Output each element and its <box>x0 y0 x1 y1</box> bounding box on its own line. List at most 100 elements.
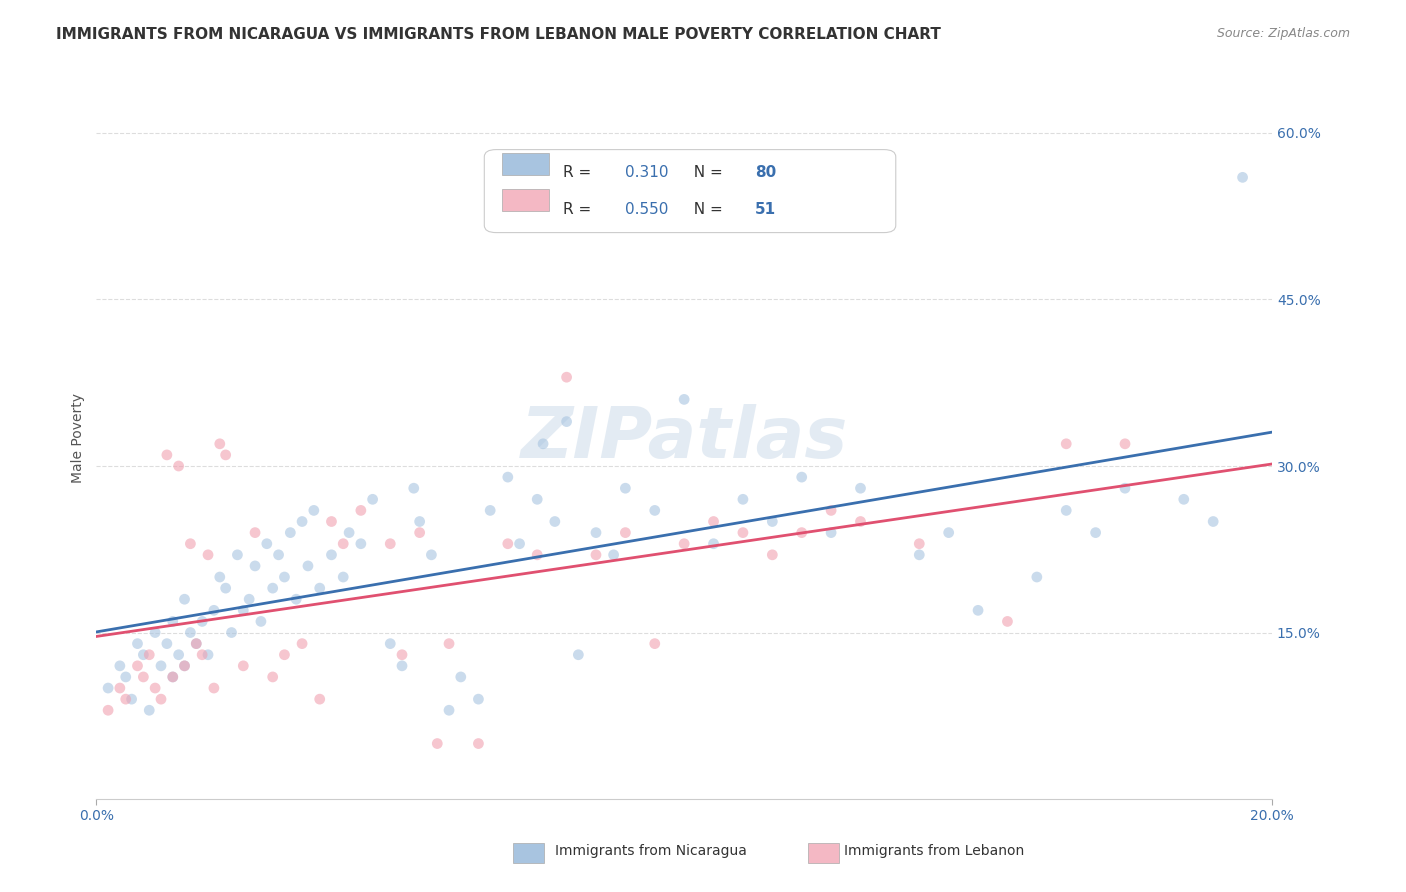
Point <box>332 537 354 551</box>
Point <box>208 570 231 584</box>
Text: IMMIGRANTS FROM NICARAGUA VS IMMIGRANTS FROM LEBANON MALE POVERTY CORRELATION CH: IMMIGRANTS FROM NICARAGUA VS IMMIGRANTS … <box>56 27 941 42</box>
Point <box>361 492 384 507</box>
Point <box>162 670 184 684</box>
Point <box>321 515 343 529</box>
Text: N =: N = <box>685 166 728 180</box>
Point <box>1025 570 1047 584</box>
Point <box>173 592 195 607</box>
Point <box>191 648 214 662</box>
Point <box>273 648 295 662</box>
Text: 0.550: 0.550 <box>626 202 669 217</box>
Point <box>156 637 179 651</box>
Point <box>544 515 567 529</box>
Point <box>380 637 402 651</box>
Point <box>1232 170 1254 185</box>
Point <box>391 648 413 662</box>
Point <box>673 537 696 551</box>
Point <box>602 548 624 562</box>
Point <box>291 515 314 529</box>
Point <box>179 537 201 551</box>
Point <box>132 648 155 662</box>
Point <box>226 548 249 562</box>
Point <box>262 670 284 684</box>
Point <box>450 670 472 684</box>
Point <box>138 703 160 717</box>
Point <box>426 737 449 751</box>
Bar <box>502 189 548 211</box>
Point <box>208 437 231 451</box>
Text: 51: 51 <box>755 202 776 217</box>
Point <box>114 670 136 684</box>
Point <box>380 537 402 551</box>
Point <box>127 637 149 651</box>
Point <box>291 637 314 651</box>
Point <box>509 537 531 551</box>
Point <box>97 703 120 717</box>
Point <box>849 515 872 529</box>
Point <box>820 525 842 540</box>
Point <box>790 470 813 484</box>
Point <box>555 415 578 429</box>
Point <box>127 658 149 673</box>
Point <box>202 603 225 617</box>
Point <box>437 637 460 651</box>
Point <box>108 658 131 673</box>
Text: Immigrants from Lebanon: Immigrants from Lebanon <box>844 844 1024 858</box>
Point <box>308 692 330 706</box>
Point <box>273 570 295 584</box>
Text: 80: 80 <box>755 166 776 180</box>
Point <box>156 448 179 462</box>
Point <box>467 692 489 706</box>
Point <box>644 637 666 651</box>
Point <box>167 648 190 662</box>
Point <box>703 537 725 551</box>
Point <box>1202 515 1225 529</box>
Point <box>1054 437 1077 451</box>
Point <box>262 581 284 595</box>
Point <box>731 525 754 540</box>
Point <box>132 670 155 684</box>
Point <box>350 537 373 551</box>
Point <box>614 525 637 540</box>
Point <box>614 481 637 495</box>
Point <box>186 637 208 651</box>
Point <box>121 692 143 706</box>
Point <box>191 615 214 629</box>
Point <box>278 525 301 540</box>
Point <box>186 637 208 651</box>
Text: ZIPatlas: ZIPatlas <box>520 404 848 473</box>
Point <box>496 470 519 484</box>
Point <box>1114 481 1136 495</box>
Text: Immigrants from Nicaragua: Immigrants from Nicaragua <box>555 844 747 858</box>
Point <box>97 681 120 695</box>
Point <box>232 603 254 617</box>
Point <box>297 558 319 573</box>
Point <box>408 515 430 529</box>
Point <box>391 658 413 673</box>
Point <box>302 503 325 517</box>
Point <box>143 625 166 640</box>
Bar <box>502 153 548 175</box>
Point <box>221 625 243 640</box>
Y-axis label: Male Poverty: Male Poverty <box>72 393 86 483</box>
Point <box>908 548 931 562</box>
Point <box>402 481 425 495</box>
Text: N =: N = <box>685 202 728 217</box>
Point <box>179 625 201 640</box>
Point <box>1084 525 1107 540</box>
Point <box>243 558 266 573</box>
Point <box>150 692 173 706</box>
Point <box>567 648 589 662</box>
Point <box>938 525 960 540</box>
Point <box>820 503 842 517</box>
Point <box>285 592 308 607</box>
Point <box>967 603 990 617</box>
Point <box>997 615 1019 629</box>
Point <box>437 703 460 717</box>
Point <box>250 615 273 629</box>
Point <box>761 515 783 529</box>
Point <box>703 515 725 529</box>
Point <box>167 458 190 473</box>
Point <box>420 548 443 562</box>
Point <box>173 658 195 673</box>
